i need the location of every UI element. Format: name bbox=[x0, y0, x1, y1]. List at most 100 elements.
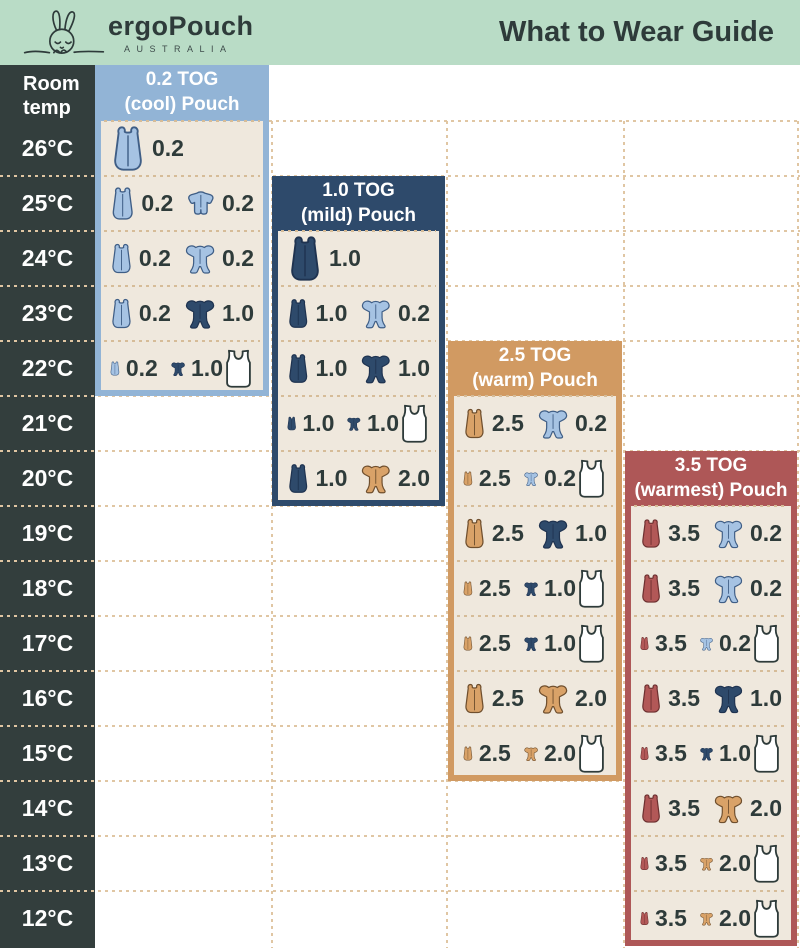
sleep-pouch-icon bbox=[642, 684, 660, 713]
brand-logo: ergoPouch AUSTRALIA bbox=[22, 2, 254, 64]
tog-value: 2.5 bbox=[491, 685, 524, 711]
panel-tog-2-5: 2.5 TOG (warm) Pouch 2.5 0.2 2.5 0.2 2.5 … bbox=[448, 341, 622, 781]
singlet-slot bbox=[576, 568, 607, 609]
tog-value: 1.0 bbox=[222, 300, 254, 326]
guide-row-14c: 3.5 2.0 bbox=[631, 780, 791, 836]
sleepsuit-icon bbox=[714, 520, 743, 548]
tog-value: 0.2 bbox=[152, 135, 184, 161]
tog-value: 0.2 bbox=[125, 355, 158, 381]
tog-value: 1.0 bbox=[315, 355, 348, 381]
panel-title-line: (warmest) Pouch bbox=[634, 479, 788, 501]
tog-value: 2.5 bbox=[491, 520, 524, 546]
sleep-pouch-icon bbox=[640, 747, 649, 760]
panel-title-line: (cool) Pouch bbox=[124, 94, 240, 115]
tog-value: 1.0 bbox=[544, 630, 576, 656]
singlet-icon bbox=[754, 734, 779, 773]
tog-value: 0.2 bbox=[141, 190, 174, 216]
sleep-pouch-icon bbox=[640, 912, 649, 925]
grid-hline bbox=[0, 505, 800, 507]
guide-row-21c: 2.5 0.2 bbox=[454, 395, 616, 451]
guide-row-23c: 1.0 0.2 bbox=[278, 285, 439, 341]
sleepsuit-icon bbox=[185, 244, 215, 274]
sleep-pouch-icon bbox=[112, 243, 131, 274]
guide-row-26c: 0.2 bbox=[101, 120, 263, 176]
singlet-icon bbox=[579, 734, 604, 773]
guide-row-17c: 2.5 1.0 bbox=[454, 615, 616, 671]
singlet-slot bbox=[751, 898, 782, 939]
panel-header-tog-0-2: 0.2 TOG (cool) Pouch bbox=[101, 69, 263, 121]
panel-title-line: 2.5 TOG bbox=[498, 344, 572, 366]
sleepsuit-icon bbox=[714, 575, 743, 603]
tog-value: 1.0 bbox=[191, 355, 223, 381]
singlet-icon bbox=[754, 844, 779, 883]
guide-row-12c: 3.5 2.0 bbox=[631, 890, 791, 940]
temp-cell: 12°C bbox=[21, 905, 74, 931]
panel-header-tog-1-0: 1.0 TOG (mild) Pouch bbox=[278, 182, 439, 231]
sleep-pouch-icon bbox=[640, 857, 649, 870]
guide-row-24c: 0.2 0.2 bbox=[101, 230, 263, 286]
tog-value: 0.2 bbox=[575, 410, 607, 436]
temp-cell: 16°C bbox=[21, 685, 74, 711]
sleep-pouch-icon bbox=[291, 236, 319, 281]
guide-row-15c: 3.5 1.0 bbox=[631, 725, 791, 781]
sleep-pouch-icon bbox=[114, 126, 142, 171]
panel-title-line: (warm) Pouch bbox=[472, 369, 598, 391]
sleepsuit-icon bbox=[185, 299, 215, 329]
guide-row-19c: 2.5 1.0 bbox=[454, 505, 616, 561]
tog-value: 3.5 bbox=[654, 630, 687, 656]
grid-hline bbox=[0, 670, 800, 672]
singlet-slot bbox=[576, 623, 607, 664]
tog-value: 2.0 bbox=[575, 685, 607, 711]
grid-hline bbox=[0, 560, 800, 562]
panel-title-line: 0.2 TOG bbox=[145, 69, 219, 91]
singlet-icon bbox=[226, 349, 251, 388]
sleep-pouch-icon bbox=[640, 637, 649, 650]
tog-value: 3.5 bbox=[668, 795, 701, 821]
tog-value: 2.0 bbox=[544, 740, 576, 766]
temp-cell: 15°C bbox=[21, 740, 74, 766]
singlet-slot bbox=[576, 458, 607, 499]
sleepsuit-icon bbox=[362, 465, 391, 493]
guide-row-15c: 2.5 2.0 bbox=[454, 725, 616, 775]
singlet-slot bbox=[751, 843, 782, 884]
temp-cell: 19°C bbox=[21, 520, 74, 546]
sleep-pouch-icon bbox=[463, 746, 473, 761]
temp-cell: 24°C bbox=[21, 245, 74, 271]
singlet-icon bbox=[579, 569, 604, 608]
sleepsuit-icon bbox=[524, 471, 538, 486]
tog-value: 3.5 bbox=[668, 520, 701, 546]
tog-value: 0.2 bbox=[719, 630, 751, 656]
brand-name: ergoPouch bbox=[108, 11, 254, 41]
sleepsuit-icon bbox=[700, 747, 713, 760]
panel-tog-0-2: 0.2 TOG (cool) Pouch 0.2 0.2 0.2 0.2 0.2 … bbox=[95, 65, 269, 396]
top-banner: ergoPouch AUSTRALIA What to Wear Guide bbox=[0, 0, 800, 65]
grid-hline bbox=[0, 725, 800, 727]
guide-row-20c: 2.5 0.2 bbox=[454, 450, 616, 506]
tog-value: 2.0 bbox=[719, 905, 751, 931]
sleepsuit-icon bbox=[700, 912, 713, 925]
tog-value: 2.5 bbox=[491, 410, 524, 436]
sleep-pouch-icon bbox=[642, 519, 660, 548]
room-temp-cells: 26°C 25°C 24°C 23°C 22°C 21°C 20°C 19°C 18°C 17°C… bbox=[0, 121, 95, 946]
tog-value: 1.0 bbox=[719, 740, 751, 766]
guide-row-16c: 2.5 2.0 bbox=[454, 670, 616, 726]
sleepsuit-icon bbox=[714, 685, 743, 713]
tog-value: 2.0 bbox=[719, 850, 751, 876]
temp-cell: 14°C bbox=[21, 795, 74, 821]
panel-title-line: (mild) Pouch bbox=[300, 204, 417, 226]
sleepsuit-icon bbox=[538, 684, 568, 714]
sleep-pouch-icon bbox=[112, 187, 133, 220]
guide-row-20c: 1.0 2.0 bbox=[278, 450, 439, 500]
sleep-pouch-icon bbox=[112, 298, 131, 329]
singlet-icon bbox=[579, 459, 604, 498]
sleepsuit-icon bbox=[700, 857, 713, 870]
sleep-pouch-icon bbox=[642, 794, 660, 823]
guide-row-17c: 3.5 0.2 bbox=[631, 615, 791, 671]
sleepsuit-icon bbox=[524, 746, 538, 761]
tog-value: 1.0 bbox=[302, 410, 335, 436]
panel-tog-1-0: 1.0 TOG (mild) Pouch 1.0 1.0 0.2 1.0 1.0 … bbox=[272, 176, 445, 506]
temp-cell: 13°C bbox=[21, 850, 74, 876]
tog-value: 0.2 bbox=[544, 465, 576, 491]
temp-cell: 26°C bbox=[21, 135, 74, 161]
temp-cell: 17°C bbox=[21, 630, 74, 656]
